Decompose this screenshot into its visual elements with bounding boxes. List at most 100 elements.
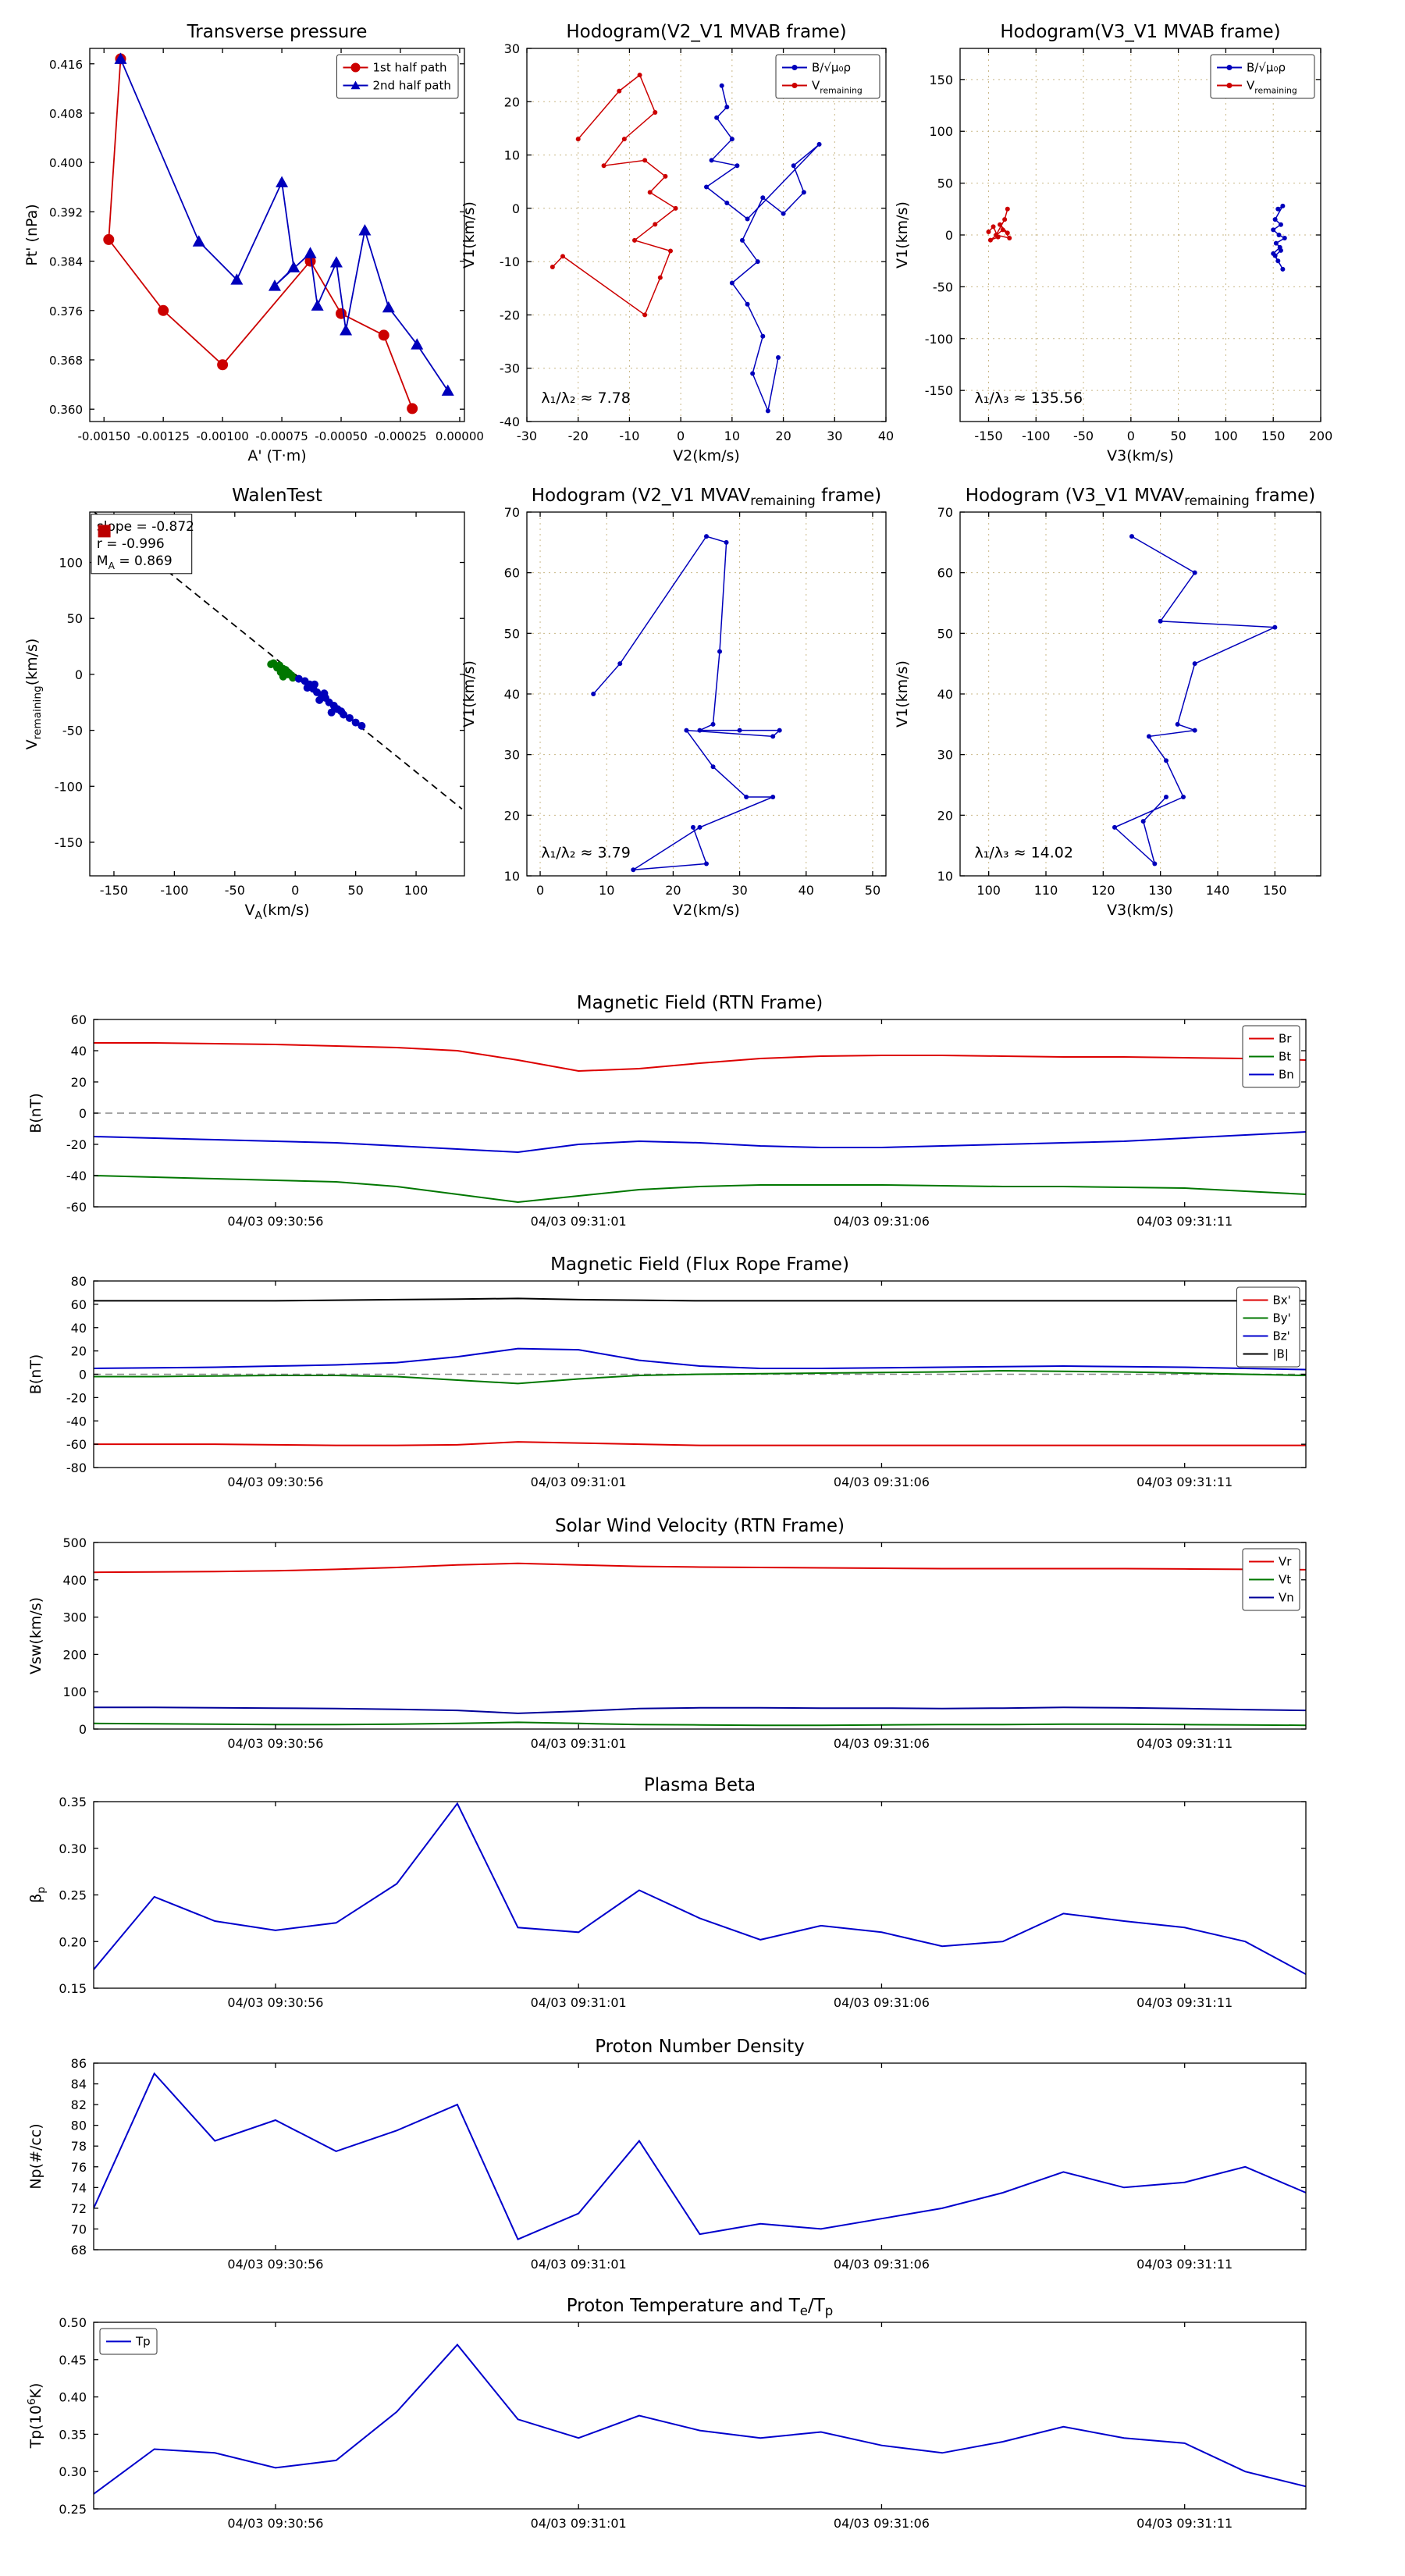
- svg-text:50: 50: [1170, 429, 1186, 443]
- tick-marks: [94, 1019, 1306, 1208]
- chart-title: Hodogram (V3_V1 MVAVremaining​ frame): [966, 486, 1316, 508]
- tick-labels: -0.00150 -0.00125 -0.00100 -0.00075 -0.00050…: [49, 58, 484, 443]
- svg-text:0.20: 0.20: [59, 1934, 87, 1949]
- svg-text:-150: -150: [55, 835, 83, 850]
- axes-frame: [526, 48, 887, 422]
- series-Tp: [94, 2343, 1306, 2495]
- series-group: [94, 512, 463, 810]
- annotation: λ₁/λ₃ ≈ 135.56: [974, 390, 1083, 407]
- series-group: [1112, 534, 1278, 866]
- svg-text:-40: -40: [500, 415, 520, 429]
- annotation: λ₁/λ₃ ≈ 14.02: [974, 845, 1073, 862]
- svg-text:-0.00050: -0.00050: [315, 429, 367, 443]
- svg-text:30: 30: [504, 748, 520, 763]
- legend: B/√μ₀ρ Vremaining​: [775, 54, 880, 99]
- tick-marks: [94, 1801, 1306, 1989]
- svg-text:Br: Br: [1279, 1032, 1292, 1046]
- series-Bx': [94, 1441, 1306, 1446]
- svg-text:04/03 09:31:06: 04/03 09:31:06: [834, 1214, 930, 1229]
- legend: Tp: [99, 2328, 158, 2355]
- y-axis-label: Vsw(km/s): [27, 1597, 44, 1674]
- svg-text:0.45: 0.45: [59, 2353, 87, 2368]
- series-B/sqrt(mu0 rho): [705, 85, 820, 413]
- svg-text:04/03 09:31:11: 04/03 09:31:11: [1136, 2257, 1232, 2272]
- svg-text:0.35: 0.35: [59, 1795, 87, 1809]
- svg-text:04/03 09:31:01: 04/03 09:31:01: [531, 2516, 627, 2531]
- svg-text:-10: -10: [500, 254, 520, 269]
- chart-title: Proton Number Density: [595, 2037, 805, 2057]
- svg-text:0.25: 0.25: [59, 2502, 87, 2517]
- svg-text:-30: -30: [500, 361, 520, 376]
- svg-text:Vr: Vr: [1279, 1555, 1292, 1569]
- svg-text:-150: -150: [100, 883, 128, 898]
- svg-text:By': By': [1273, 1311, 1291, 1325]
- chart-proton-density: 04/03 09:30:56 04/03 09:31:01 04/03 09:31:…: [12, 2028, 1320, 2298]
- svg-text:-100: -100: [1022, 429, 1050, 443]
- svg-text:λ₁/λ₂ ≈ 3.79: λ₁/λ₂ ≈ 3.79: [541, 845, 630, 862]
- chart-title: Hodogram (V2_V1 MVAVremaining​ frame): [532, 486, 882, 508]
- svg-text:λ₁/λ₃ ≈ 14.02: λ₁/λ₃ ≈ 14.02: [974, 845, 1073, 862]
- svg-text:04/03 09:31:01: 04/03 09:31:01: [531, 1214, 627, 1229]
- svg-text:80: 80: [71, 2119, 87, 2133]
- svg-text:0.384: 0.384: [49, 255, 83, 269]
- chart-svg-walen-test: -150 -100 -50 0 50 100 -150 -100 -50 0 50 100 WalenT…: [23, 486, 465, 922]
- svg-text:30: 30: [827, 429, 842, 443]
- series-|B|: [94, 1297, 1306, 1302]
- svg-text:120: 120: [1091, 883, 1115, 898]
- chart-title: Hodogram(V3_V1 MVAB frame): [1000, 22, 1280, 42]
- svg-text:40: 40: [504, 687, 520, 702]
- svg-text:50: 50: [937, 176, 953, 191]
- y-axis-label: βp​: [27, 1887, 48, 1903]
- y-axis-label: V1(km/s): [894, 201, 911, 269]
- svg-text:-20: -20: [66, 1137, 87, 1152]
- chart-vsw-rtn: 04/03 09:30:56 04/03 09:31:01 04/03 09:31:…: [12, 1507, 1320, 1777]
- svg-text:04/03 09:30:56: 04/03 09:30:56: [227, 2516, 323, 2531]
- svg-text:-10: -10: [619, 429, 639, 443]
- chart-svg-proton-temperature: 04/03 09:30:56 04/03 09:31:01 04/03 09:31:…: [26, 2296, 1307, 2531]
- chart-svg-proton-density: 04/03 09:30:56 04/03 09:31:01 04/03 09:31:…: [27, 2037, 1307, 2272]
- grid: [526, 48, 887, 422]
- svg-text:λ₁/λ₂ ≈ 7.78: λ₁/λ₂ ≈ 7.78: [541, 390, 630, 407]
- markers-B-hodogram: [591, 534, 782, 873]
- svg-text:80: 80: [71, 1274, 87, 1289]
- svg-text:110: 110: [1034, 883, 1058, 898]
- svg-text:0: 0: [512, 201, 520, 216]
- svg-text:0: 0: [536, 883, 544, 898]
- tick-labels: 04/03 09:30:56 04/03 09:31:01 04/03 09:31:…: [59, 2315, 1232, 2531]
- series-group: [550, 73, 822, 414]
- svg-text:0: 0: [1127, 429, 1135, 443]
- svg-text:72: 72: [71, 2201, 87, 2216]
- annotation: λ₁/λ₂ ≈ 3.79: [541, 845, 630, 862]
- svg-text:70: 70: [504, 505, 520, 520]
- svg-text:20: 20: [71, 1344, 87, 1359]
- x-axis-label: V2(km/s): [673, 902, 740, 919]
- svg-text:78: 78: [71, 2139, 87, 2154]
- tick-marks: [94, 1280, 1306, 1468]
- svg-text:Tp: Tp: [135, 2335, 151, 2349]
- y-axis-label: Vremaining​(km/s): [23, 639, 44, 750]
- tick-labels: 100 110 120 130 140 150 10 20 30 40 50 60 70: [937, 505, 1287, 898]
- svg-text:04/03 09:31:11: 04/03 09:31:11: [1136, 2516, 1232, 2531]
- svg-text:-0.00100: -0.00100: [196, 429, 248, 443]
- chart-hodogram-v2v1-mvav: 0 10 20 30 40 50 10 20 30 40 50 60 70 Hodogram (V2_V1…: [445, 477, 900, 924]
- svg-text:30: 30: [504, 41, 520, 56]
- tick-marks: [94, 2322, 1306, 2510]
- series-By': [94, 1369, 1306, 1385]
- y-axis-label: V1(km/s): [461, 660, 478, 728]
- x-axis-label: V3(km/s): [1107, 447, 1174, 464]
- svg-text:100: 100: [1214, 429, 1238, 443]
- svg-text:-150: -150: [974, 429, 1002, 443]
- svg-text:Bt: Bt: [1279, 1050, 1291, 1064]
- x-axis-label: VA​(km/s): [245, 902, 310, 922]
- series-group: [986, 203, 1287, 272]
- series-beta-p: [94, 1802, 1306, 1975]
- tick-marks: [527, 511, 886, 877]
- series-Vr: [94, 1562, 1306, 1574]
- svg-text:MA​ = 0.869: MA​ = 0.869: [97, 553, 173, 571]
- svg-text:50: 50: [504, 626, 520, 641]
- chart-title: Magnetic Field (RTN Frame): [577, 993, 823, 1013]
- svg-text:Vremaining​: Vremaining​: [1247, 79, 1297, 96]
- svg-text:04/03 09:31:11: 04/03 09:31:11: [1136, 1736, 1232, 1751]
